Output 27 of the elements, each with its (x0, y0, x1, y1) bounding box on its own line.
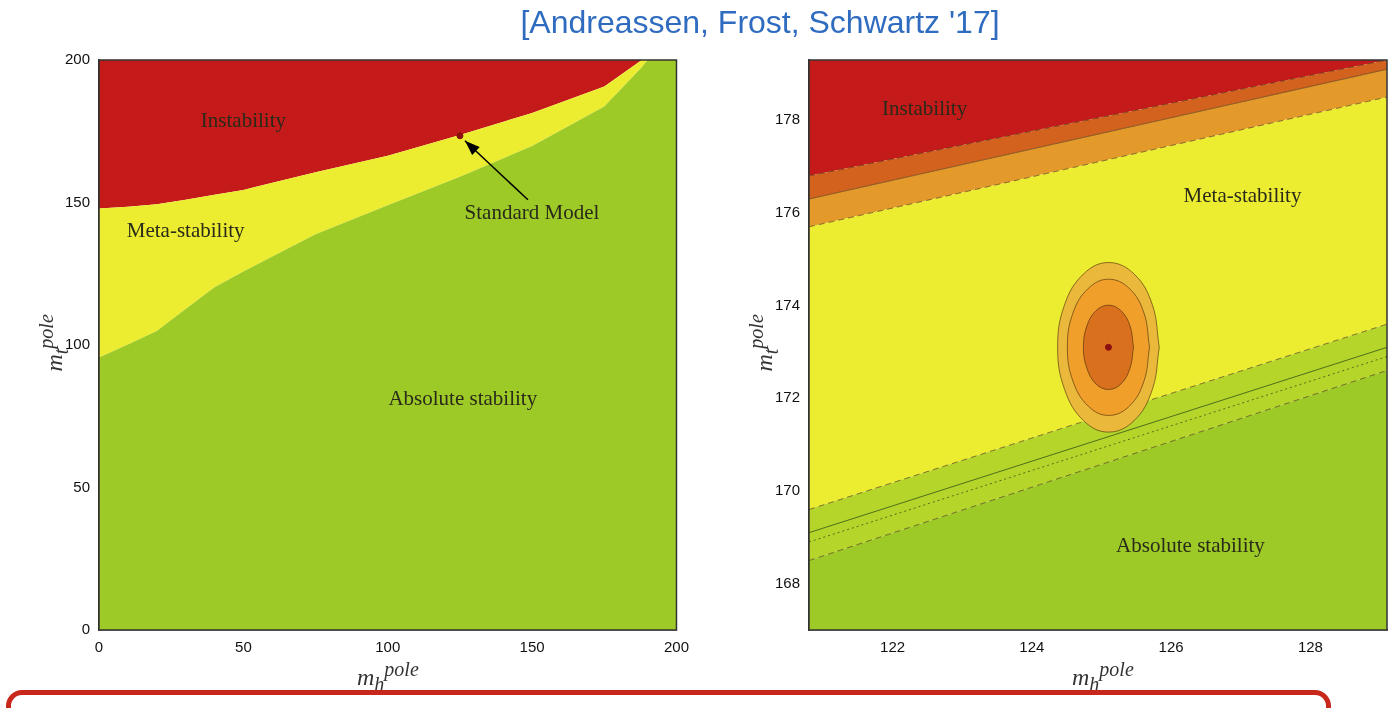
annotation: Instability (882, 95, 968, 120)
x-tick-label: 124 (1019, 638, 1045, 656)
x-tick-label: 0 (94, 638, 104, 656)
x-tick-label: 128 (1297, 638, 1323, 656)
y-tick-label: 170 (775, 481, 801, 499)
y-tick-label: 176 (775, 203, 801, 221)
x-tick-label: 126 (1158, 638, 1184, 656)
x-tick-label: 200 (663, 638, 689, 656)
y-tick-label: 200 (65, 50, 91, 68)
annotation: Standard Model (464, 200, 600, 225)
y-tick-label: 0 (81, 620, 91, 638)
y-tick-label: 178 (775, 110, 801, 128)
x-tick-label: 122 (880, 638, 906, 656)
x-tick-label: 150 (519, 638, 545, 656)
y-tick-label: 50 (73, 477, 91, 495)
annotation: Absolute stability (1116, 532, 1266, 557)
y-tick-label: 168 (775, 573, 801, 591)
annotation: Meta-stability (1183, 183, 1302, 208)
y-tick-label: 172 (775, 388, 801, 406)
x-tick-label: 50 (235, 638, 252, 656)
x-tick-label: 100 (375, 638, 401, 656)
annotation: Absolute stability (388, 385, 538, 410)
annotation: Meta-stability (126, 217, 246, 242)
y-tick-label: 174 (775, 295, 801, 313)
annotation: Instability (200, 107, 287, 132)
text: [Andreassen, Frost, Schwartz '17] (519, 4, 1001, 41)
y-tick-label: 150 (65, 192, 91, 210)
